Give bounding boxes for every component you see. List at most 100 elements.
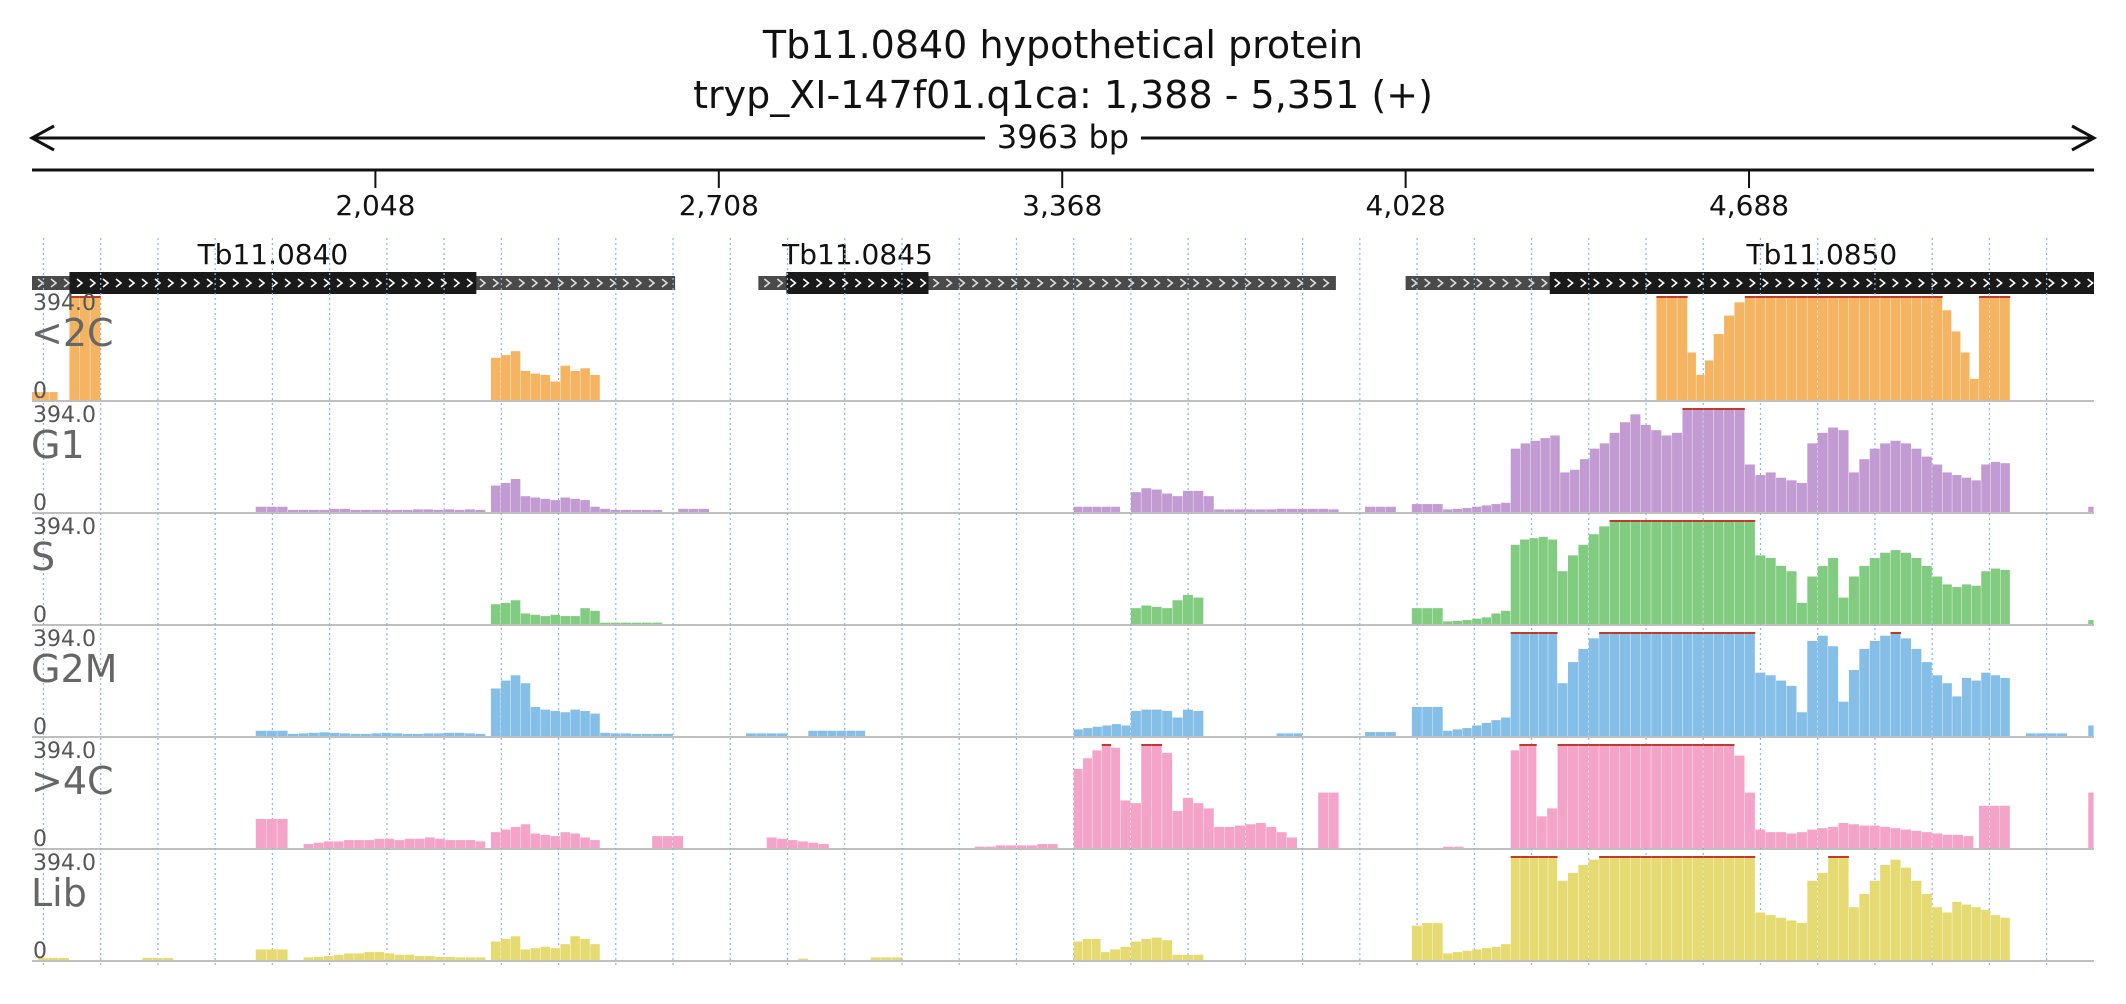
clip-marker	[1609, 520, 1620, 522]
coverage-bar	[381, 732, 392, 736]
coverage-bar	[1214, 509, 1225, 512]
coverage-bar	[1859, 825, 1870, 848]
coverage-bar	[423, 509, 434, 512]
strand-chevron	[141, 278, 149, 288]
coverage-bar	[1286, 837, 1298, 848]
coverage-bar	[1682, 408, 1693, 512]
coverage-bar	[1776, 917, 1787, 960]
coverage-bar	[974, 846, 985, 848]
coverage-bar	[1092, 506, 1102, 512]
strand-chevron	[2087, 278, 2094, 288]
coverage-bar	[1713, 408, 1724, 512]
clip-marker	[1828, 856, 1839, 858]
coverage-bar	[1911, 648, 1922, 736]
coverage-bar	[1193, 803, 1204, 848]
coverage-bar	[1961, 584, 1972, 624]
track-label: G2M	[31, 647, 117, 691]
coverage-bar	[1567, 662, 1578, 736]
coverage-bar	[652, 622, 663, 624]
strand-chevron	[1502, 278, 1509, 288]
strand-chevron	[1127, 278, 1135, 288]
coverage-bar	[475, 733, 486, 736]
y-max-label: 394.0	[33, 851, 96, 876]
coverage-bar	[1661, 744, 1672, 848]
coverage-bar	[1692, 408, 1703, 512]
x-tick-label: 4,028	[1366, 189, 1446, 222]
coverage-bar	[1921, 565, 1932, 624]
coverage-bar	[425, 837, 435, 848]
coverage-bar	[1172, 600, 1183, 624]
coverage-bar	[1619, 632, 1631, 736]
coverage-bar	[1951, 331, 1961, 400]
coverage-bar	[1848, 296, 1859, 400]
coverage-bar	[1548, 856, 1558, 960]
coverage-bar	[384, 838, 395, 848]
coverage-bar	[1900, 829, 1911, 848]
coverage-bar	[1193, 597, 1204, 624]
coverage-bar	[1961, 477, 1972, 512]
coverage-bar	[1567, 555, 1578, 624]
coverage-bar	[1073, 729, 1083, 736]
coverage-bar	[1744, 296, 1755, 400]
coverage-bar	[1990, 461, 2001, 512]
coverage-bar	[550, 614, 561, 624]
coverage-bar	[1911, 296, 1922, 400]
coverage-bar	[610, 509, 621, 512]
coverage-bar	[1932, 296, 1943, 400]
track-label: <2C	[31, 311, 114, 355]
coverage-bar	[1422, 608, 1433, 624]
coverage-bar	[142, 957, 153, 960]
coverage-bar	[1692, 520, 1703, 624]
coverage-bar	[1297, 508, 1308, 512]
coverage-bar	[79, 296, 90, 400]
strand-chevron	[2035, 278, 2042, 288]
coverage-bar	[1796, 296, 1807, 400]
coverage-bar	[995, 845, 1006, 848]
coverage-bar	[1911, 448, 1922, 512]
coverage-bar	[1101, 506, 1111, 512]
coverage-bar	[1838, 822, 1849, 848]
clip-marker	[1744, 296, 1756, 298]
coverage-bar	[1255, 509, 1266, 512]
coverage-bar	[1432, 706, 1443, 736]
coverage-bar	[1880, 635, 1891, 736]
coverage-bar	[1786, 480, 1797, 512]
coverage-bar	[540, 374, 551, 400]
coverage-bar	[1713, 520, 1724, 624]
coverage-bar	[1786, 685, 1797, 736]
coverage-bar	[1550, 435, 1560, 512]
coverage-bar	[1786, 296, 1797, 400]
clip-marker	[1619, 520, 1631, 522]
coverage-bar	[1971, 585, 1981, 624]
strand-chevron	[763, 278, 771, 288]
coverage-bar	[787, 840, 798, 848]
coverage-bar	[590, 610, 600, 624]
coverage-bar	[1548, 539, 1558, 624]
strand-chevron	[193, 278, 201, 288]
strand-chevron	[1101, 278, 1109, 288]
strand-chevron	[2074, 278, 2081, 288]
strand-chevron	[1450, 278, 1457, 288]
clip-marker	[1692, 856, 1704, 858]
coverage-bar	[1172, 717, 1183, 736]
coverage-bar	[1724, 408, 1735, 512]
clip-marker	[1101, 744, 1112, 746]
coverage-bar	[277, 506, 288, 512]
coverage-bar	[580, 710, 590, 736]
strand-chevron	[1049, 278, 1057, 288]
coverage-bar	[266, 730, 277, 736]
coverage-bar	[475, 509, 486, 512]
coverage-bar	[530, 497, 541, 512]
coverage-bar	[631, 509, 642, 512]
clip-marker	[79, 296, 91, 298]
coverage-bar	[1692, 632, 1703, 736]
strand-chevron	[1918, 278, 1925, 288]
coverage-bar	[1817, 432, 1828, 512]
coverage-bar	[475, 957, 486, 960]
clip-marker	[1724, 856, 1735, 858]
clip-marker	[1765, 296, 1777, 298]
coverage-bar	[1656, 296, 1667, 400]
coverage-bar	[560, 944, 570, 960]
coverage-bar	[1942, 912, 1952, 960]
coverage-bar	[530, 614, 541, 624]
